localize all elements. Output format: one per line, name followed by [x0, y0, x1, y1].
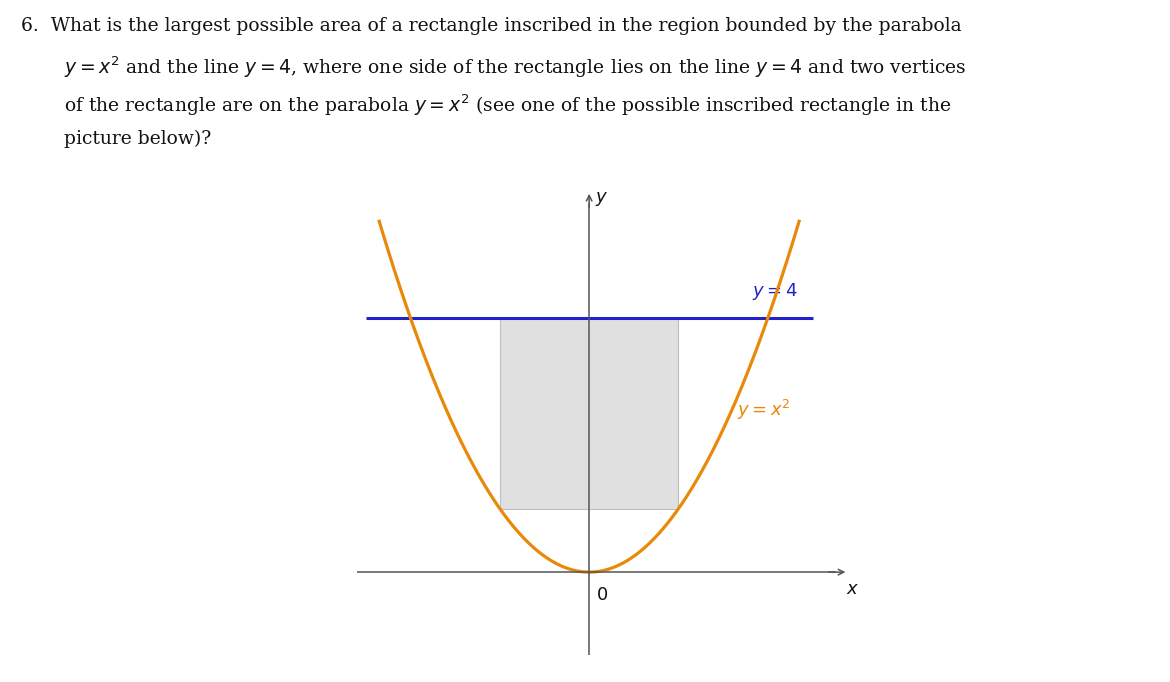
Text: $y$: $y$: [596, 190, 608, 208]
Text: $y = x^2$ and the line $y = 4$, where one side of the rectangle lies on the line: $y = x^2$ and the line $y = 4$, where on…: [64, 55, 966, 80]
Text: $x$: $x$: [846, 580, 859, 597]
Text: picture below)?: picture below)?: [64, 130, 212, 148]
Text: $y = x^2$: $y = x^2$: [737, 398, 790, 422]
Bar: [500, 318, 679, 509]
Text: $0$: $0$: [597, 586, 608, 604]
Text: of the rectangle are on the parabola $y = x^2$ (see one of the possible inscribe: of the rectangle are on the parabola $y …: [64, 92, 952, 117]
Text: $y = 4$: $y = 4$: [752, 281, 798, 302]
Text: 6.  What is the largest possible area of a rectangle inscribed in the region bou: 6. What is the largest possible area of …: [21, 17, 962, 35]
